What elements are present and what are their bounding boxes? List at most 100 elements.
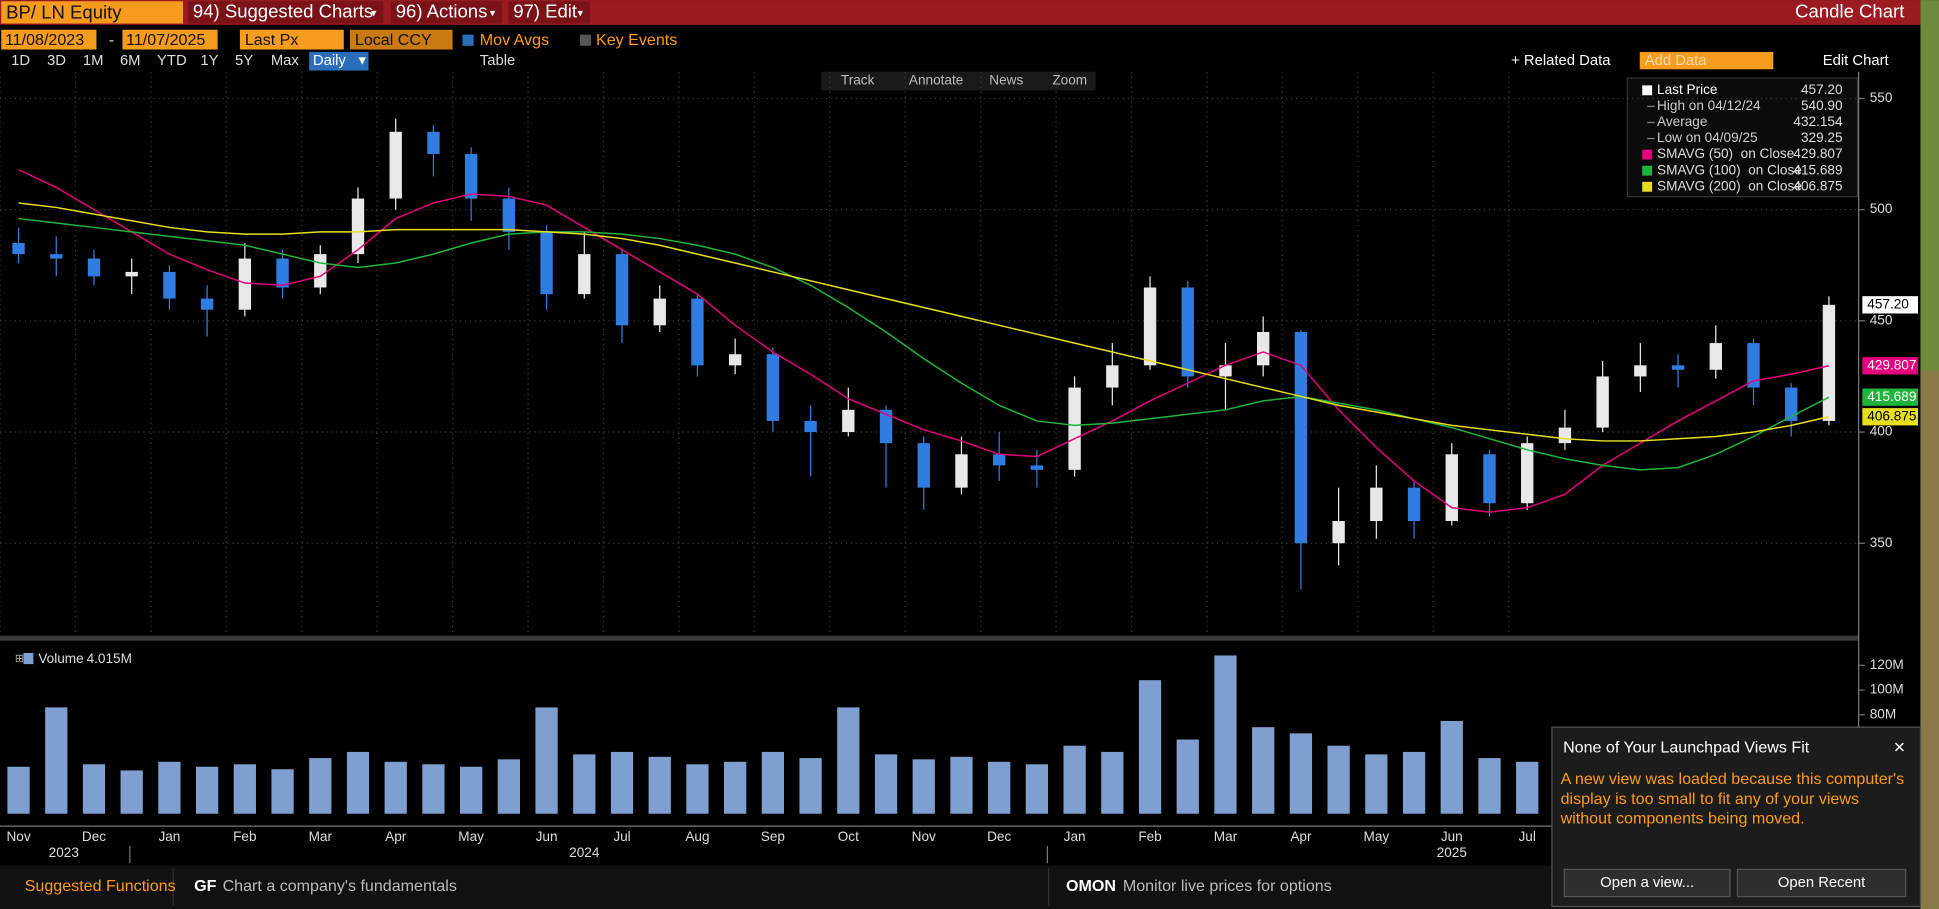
candle-body (1370, 487, 1383, 522)
function-text[interactable]: Chart a company's fundamentals (223, 877, 457, 895)
date-sep: - (109, 31, 114, 49)
candle-body (955, 454, 968, 488)
menu-arrow: ▾ (490, 8, 496, 20)
menu-box[interactable] (187, 1, 384, 24)
menu[interactable]: 96) Actions (396, 0, 488, 21)
candle-body (1407, 487, 1421, 522)
date-box[interactable] (1, 29, 97, 50)
popup-close[interactable]: × (1894, 736, 1906, 758)
candle-body (1634, 365, 1647, 377)
legend-label: Last Price (1657, 82, 1717, 97)
volume-bar (1478, 758, 1501, 814)
period-button[interactable]: 1Y (200, 53, 218, 69)
security[interactable]: BP/ LN Equity (6, 2, 122, 23)
volume-bar (460, 766, 483, 814)
candle-body (615, 254, 629, 326)
panel-separator (0, 635, 1859, 641)
field[interactable]: Last Px (245, 31, 299, 49)
volume-bar (950, 756, 973, 814)
legend-label: High on 04/12/24 (1657, 98, 1761, 113)
mov-avgs[interactable]: Mov Avgs (480, 31, 549, 49)
menu[interactable]: 94) Suggested Charts (193, 0, 373, 21)
period-button[interactable]: 6M (120, 53, 141, 69)
axis-tag-label: 406.875 (1867, 408, 1916, 423)
candle-body (1068, 387, 1081, 470)
currency-box[interactable] (349, 29, 453, 50)
chart-kind: Candle Chart (1795, 0, 1905, 21)
y-tick-label: 80M (1870, 706, 1896, 721)
end-date[interactable]: 11/07/2025 (126, 31, 205, 49)
chart-tool[interactable]: Zoom (1052, 73, 1087, 88)
volume-bar (7, 766, 30, 814)
chart-tool[interactable]: News (989, 73, 1023, 88)
button[interactable] (1736, 868, 1907, 898)
candle-body (1671, 365, 1685, 370)
period-button[interactable]: 5Y (235, 53, 253, 69)
button[interactable] (1563, 868, 1731, 898)
field-box[interactable] (239, 29, 344, 50)
suggested-functions[interactable]: Suggested Functions (25, 877, 176, 895)
volume-bar (422, 764, 445, 814)
x-tick-label: Oct (838, 829, 859, 844)
candle-body (1219, 365, 1232, 377)
menu[interactable]: 97) Edit (513, 0, 578, 21)
function-code[interactable]: GF (194, 877, 216, 895)
volume-bar (1440, 720, 1463, 814)
candle-body (87, 258, 101, 277)
menu-box[interactable] (508, 1, 590, 24)
checkbox[interactable] (579, 34, 592, 46)
table-button[interactable]: Table (480, 53, 515, 69)
x-tick-label: Jan (158, 829, 180, 844)
menu-arrow: ▾ (577, 8, 583, 20)
candle-body (879, 409, 893, 444)
volume-bar (45, 707, 68, 814)
open-view[interactable]: Open a view... (1600, 875, 1694, 891)
frequency-box[interactable] (309, 51, 369, 71)
x-tick-label: Jun (536, 829, 558, 844)
key-events[interactable]: Key Events (596, 31, 677, 49)
volume-bar (1252, 727, 1275, 814)
period-button[interactable]: 3D (47, 53, 66, 69)
expand-icon[interactable]: ⊞ (15, 653, 24, 665)
legend-value: 432.154 (1793, 114, 1843, 129)
menu-box[interactable] (390, 1, 503, 24)
candle-body (50, 254, 63, 259)
volume-bar (1289, 733, 1313, 814)
date-box[interactable] (122, 29, 218, 50)
period-button[interactable]: 1D (11, 53, 30, 69)
volume-name: Volume (38, 651, 83, 666)
period-button[interactable]: 1M (83, 53, 104, 69)
year-label: 2024 (569, 845, 600, 860)
legend-box (1626, 77, 1859, 198)
add-data-box[interactable] (1639, 51, 1774, 70)
open-recent[interactable]: Open Recent (1778, 875, 1866, 891)
x-tick-label: Dec (987, 829, 1011, 844)
axis-tag (1862, 388, 1918, 406)
volume-bar (271, 769, 294, 814)
axis-tag (1862, 408, 1918, 426)
volume-bar (1516, 761, 1539, 814)
function-code[interactable]: OMON (1066, 877, 1116, 895)
currency[interactable]: Local CCY (355, 31, 432, 49)
x-tick-label: Nov (6, 829, 30, 844)
frequency[interactable]: Daily (313, 53, 347, 69)
security-box[interactable] (1, 1, 184, 24)
x-tick-label: Mar (1214, 829, 1238, 844)
add-data[interactable]: Add Data (1645, 53, 1708, 69)
y-tick-label: 450 (1870, 312, 1893, 327)
x-tick-label: May (458, 829, 484, 844)
function-text[interactable]: Monitor live prices for options (1123, 877, 1332, 895)
edit-chart[interactable]: Edit Chart (1823, 53, 1890, 69)
chart-tool[interactable]: Annotate (909, 73, 963, 88)
period-button[interactable]: Max (271, 53, 300, 69)
volume-bar (82, 764, 106, 814)
checkbox[interactable] (462, 34, 474, 46)
period-button[interactable]: YTD (157, 53, 187, 69)
candle-body (351, 198, 365, 255)
chart-tool[interactable]: Track (841, 73, 875, 88)
x-tick-label: Feb (1138, 829, 1161, 844)
candle-body (917, 443, 930, 488)
start-date[interactable]: 11/08/2023 (5, 31, 84, 49)
related-data[interactable]: + Related Data (1511, 53, 1611, 69)
